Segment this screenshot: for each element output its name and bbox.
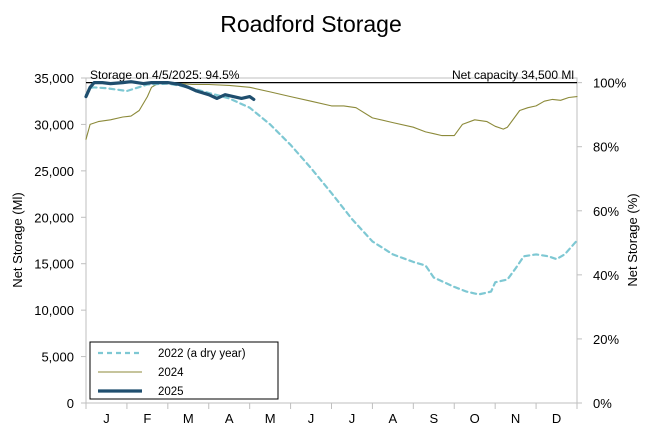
x-tick-label: A xyxy=(225,411,234,426)
x-tick-label: M xyxy=(183,411,194,426)
series-line-2025 xyxy=(84,80,256,102)
legend-label: 2022 (a dry year) xyxy=(158,348,246,360)
series-layer xyxy=(84,80,579,296)
chart-title: Roadford Storage xyxy=(220,11,402,37)
y-tick-left: 5,000 xyxy=(41,350,74,365)
y-tick-left: 25,000 xyxy=(34,164,74,179)
x-tick-label: J xyxy=(103,411,110,426)
x-tick-label: J xyxy=(349,411,356,426)
right-axis-ticks: 0% 20% 40% 60% 80% 100% xyxy=(577,76,627,411)
x-tick-label: J xyxy=(308,411,315,426)
y-tick-left: 35,000 xyxy=(34,71,74,86)
x-tick-label: D xyxy=(552,411,561,426)
y-tick-right: 60% xyxy=(593,204,619,219)
x-tick-label: S xyxy=(429,411,438,426)
legend: 2022 (a dry year) 2024 2025 xyxy=(98,348,246,398)
x-tick-label: M xyxy=(265,411,276,426)
storage-annotation: Storage on 4/5/2025: 94.5% xyxy=(90,68,240,82)
y-axis-label-right: Net Storage (%) xyxy=(625,193,640,286)
y-tick-left: 30,000 xyxy=(34,117,74,132)
y-tick-right: 0% xyxy=(593,396,612,411)
y-tick-right: 100% xyxy=(593,76,627,91)
series-line-2024 xyxy=(85,82,578,140)
x-tick-label: N xyxy=(511,411,520,426)
x-tick-label: A xyxy=(389,411,398,426)
y-tick-right: 80% xyxy=(593,140,619,155)
legend-label: 2024 xyxy=(158,367,184,379)
x-tick-label: F xyxy=(143,411,151,426)
y-tick-right: 20% xyxy=(593,332,619,347)
legend-label: 2025 xyxy=(158,386,184,398)
y-tick-right: 40% xyxy=(593,268,619,283)
y-tick-left: 10,000 xyxy=(34,303,74,318)
y-tick-left: 0 xyxy=(67,396,74,411)
x-tick-label: O xyxy=(470,411,480,426)
left-axis-ticks: 0 5,000 10,000 15,000 20,000 25,000 30,000 35,0… xyxy=(34,71,86,411)
capacity-annotation: Net capacity 34,500 Ml xyxy=(452,68,574,82)
y-tick-left: 15,000 xyxy=(34,257,74,272)
y-tick-left: 20,000 xyxy=(34,210,74,225)
y-axis-label-left: Net Storage (Ml) xyxy=(10,192,25,287)
